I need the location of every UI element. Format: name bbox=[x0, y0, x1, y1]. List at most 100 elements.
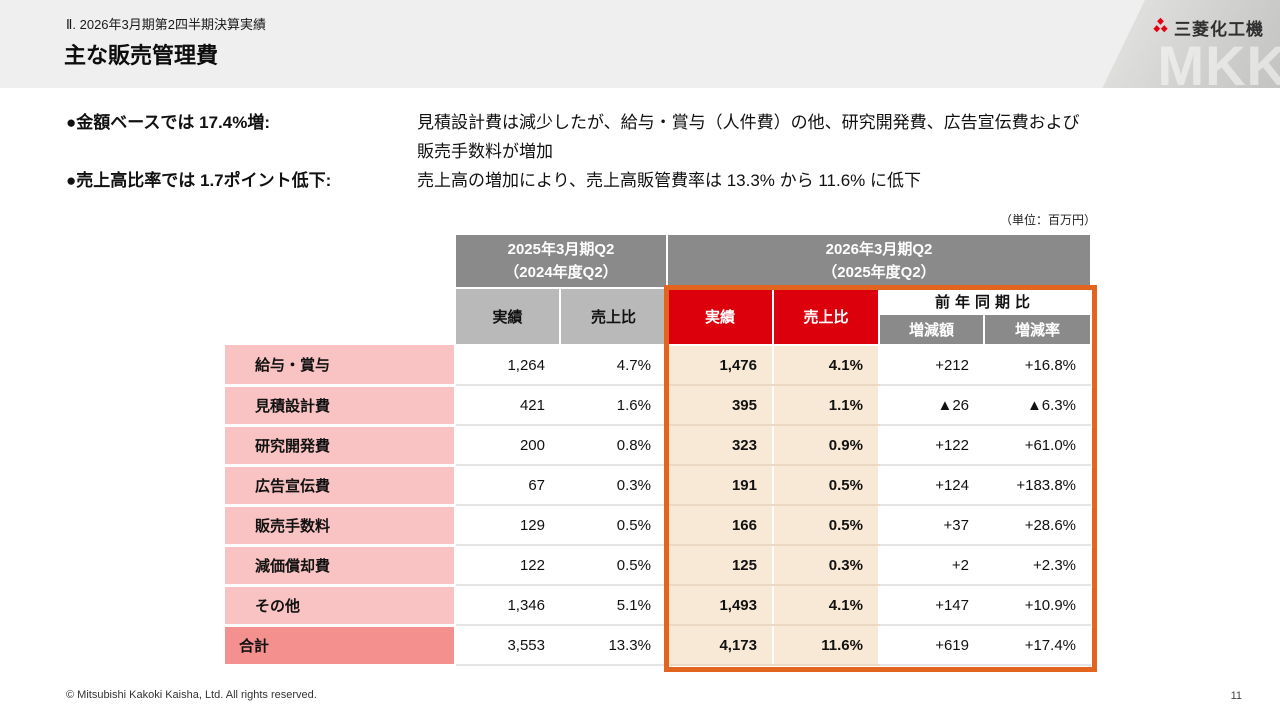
curr-ratio-cell: 0.9% bbox=[772, 425, 880, 466]
company-logo: 三菱化工機 bbox=[1152, 15, 1264, 40]
prev-actual-cell: 67 bbox=[455, 465, 560, 506]
row-label-cell: 広告宣伝費 bbox=[225, 465, 456, 507]
curr-actual-cell: 323 bbox=[666, 425, 774, 466]
prev-actual-cell: 200 bbox=[455, 425, 560, 466]
table-row: 減価償却費 122 0.5% 125 0.3% +2 +2.3% bbox=[225, 545, 1091, 587]
bullet-sales-ratio: ●売上高比率では 1.7ポイント低下: 売上高の増加により、売上高販管費率は 1… bbox=[66, 166, 1221, 195]
yoy-amount-cell: ▲26 bbox=[879, 385, 984, 426]
prev-actual-cell: 3,553 bbox=[455, 625, 560, 666]
row-label-cell: 給与・賞与 bbox=[225, 345, 456, 387]
page-number: 11 bbox=[1230, 690, 1242, 702]
period-header-row: 2025年3月期Q2 （2024年度Q2） 2026年3月期Q2 （2025年度… bbox=[225, 233, 1092, 289]
section-breadcrumb: Ⅱ. 2026年3月期第2四半期決算実績 bbox=[66, 17, 267, 32]
sga-expense-table-wrap: 2025年3月期Q2 （2024年度Q2） 2026年3月期Q2 （2025年度… bbox=[225, 233, 1097, 672]
prev-actual-cell: 1,346 bbox=[455, 585, 560, 626]
row-label-cell: 研究開発費 bbox=[225, 425, 456, 467]
yoy-rate-cell: +28.6% bbox=[984, 505, 1091, 546]
curr-ratio-cell: 1.1% bbox=[772, 385, 880, 426]
unit-note: （単位：百万円） bbox=[999, 213, 1096, 227]
table-row-total: 合計 3,553 13.3% 4,173 11.6% +619 +17.4% bbox=[225, 625, 1091, 667]
table-row: 研究開発費 200 0.8% 323 0.9% +122 +61.0% bbox=[225, 425, 1091, 467]
sga-table-body: 給与・賞与 1,264 4.7% 1,476 4.1% +212 +16.8% 見積設計費 42… bbox=[225, 345, 1091, 667]
page-title: 主な販売管理費 bbox=[64, 43, 219, 68]
corner-cell bbox=[225, 288, 455, 314]
corner-cell bbox=[225, 234, 455, 288]
row-label-cell: 減価償却費 bbox=[225, 545, 456, 587]
row-label-cell: 合計 bbox=[225, 625, 456, 667]
subheader-row: 実績 売上比 実績 売上比 前年同期比 bbox=[225, 287, 1092, 346]
yoy-amount-cell: +212 bbox=[879, 345, 984, 386]
bullet-description: 見積設計費は減少したが、給与・賞与（人件費）の他、研究開発費、広告宣伝費および … bbox=[417, 113, 1080, 161]
curr-period-header: 2026年3月期Q2 （2025年度Q2） bbox=[666, 233, 1092, 289]
yoy-amount-cell: +147 bbox=[879, 585, 984, 626]
table-row: その他 1,346 5.1% 1,493 4.1% +147 +10.9% bbox=[225, 585, 1091, 627]
prev-ratio-cell: 0.5% bbox=[560, 545, 667, 586]
yoy-amount-cell: +37 bbox=[879, 505, 984, 546]
yoy-rate-cell: +10.9% bbox=[984, 585, 1091, 626]
curr-ratio-cell: 4.1% bbox=[772, 585, 880, 626]
top-bar: MKK 三菱化工機 Ⅱ. 2026年3月期第2四半期決算実績 主な販売管理費 bbox=[0, 0, 1280, 94]
curr-actual-cell: 191 bbox=[666, 465, 774, 506]
corner-cell bbox=[225, 314, 455, 345]
curr-ratio-cell: 0.3% bbox=[772, 545, 880, 586]
curr-ratio-cell: 0.5% bbox=[772, 465, 880, 506]
yoy-amount-header: 増減額 bbox=[878, 313, 985, 346]
curr-ratio-cell: 4.1% bbox=[772, 345, 880, 386]
curr-actual-cell: 125 bbox=[666, 545, 774, 586]
prev-ratio-header: 売上比 bbox=[559, 287, 668, 346]
prev-actual-cell: 122 bbox=[455, 545, 560, 586]
prev-actual-cell: 1,264 bbox=[455, 345, 560, 386]
table-row: 見積設計費 421 1.6% 395 1.1% ▲26 ▲6.3% bbox=[225, 385, 1091, 427]
yoy-rate-cell: +183.8% bbox=[984, 465, 1091, 506]
sga-expense-table: 2025年3月期Q2 （2024年度Q2） 2026年3月期Q2 （2025年度… bbox=[225, 233, 1092, 667]
prev-ratio-cell: 4.7% bbox=[560, 345, 667, 386]
prev-ratio-cell: 1.6% bbox=[560, 385, 667, 426]
curr-ratio-cell: 11.6% bbox=[772, 625, 880, 666]
yoy-rate-cell: +16.8% bbox=[984, 345, 1091, 386]
prev-ratio-cell: 5.1% bbox=[560, 585, 667, 626]
yoy-rate-cell: ▲6.3% bbox=[984, 385, 1091, 426]
company-name: 三菱化工機 bbox=[1174, 20, 1264, 39]
curr-actual-cell: 1,493 bbox=[666, 585, 774, 626]
yoy-rate-cell: +17.4% bbox=[984, 625, 1091, 666]
row-label-cell: 見積設計費 bbox=[225, 385, 456, 427]
prev-ratio-cell: 13.3% bbox=[560, 625, 667, 666]
yoy-amount-cell: +619 bbox=[879, 625, 984, 666]
bullet-lead: ●金額ベースでは 17.4%増: bbox=[66, 113, 271, 132]
summary-bullets: ●金額ベースでは 17.4%増: 見積設計費は減少したが、給与・賞与（人件費）の… bbox=[66, 108, 1221, 195]
prev-period-header: 2025年3月期Q2 （2024年度Q2） bbox=[454, 233, 668, 289]
mkk-watermark: MKK bbox=[1157, 34, 1280, 97]
prev-ratio-cell: 0.8% bbox=[560, 425, 667, 466]
bullet-amount-base: ●金額ベースでは 17.4%増: 見積設計費は減少したが、給与・賞与（人件費）の… bbox=[66, 108, 1221, 166]
yoy-amount-cell: +2 bbox=[879, 545, 984, 586]
curr-actual-header: 実績 bbox=[666, 287, 774, 346]
curr-actual-cell: 1,476 bbox=[666, 345, 774, 386]
yoy-rate-cell: +61.0% bbox=[984, 425, 1091, 466]
bullet-description: 売上高の増加により、売上高販管費率は 13.3% から 11.6% に低下 bbox=[417, 171, 922, 190]
prev-actual-header: 実績 bbox=[454, 287, 561, 346]
yoy-amount-cell: +124 bbox=[879, 465, 984, 506]
yoy-rate-cell: +2.3% bbox=[984, 545, 1091, 586]
yoy-amount-cell: +122 bbox=[879, 425, 984, 466]
curr-ratio-cell: 0.5% bbox=[772, 505, 880, 546]
curr-actual-cell: 4,173 bbox=[666, 625, 774, 666]
yoy-rate-header: 増減率 bbox=[983, 313, 1092, 346]
bullet-lead: ●売上高比率では 1.7ポイント低下: bbox=[66, 171, 332, 190]
copyright-notice: © Mitsubishi Kakoki Kaisha, Ltd. All rig… bbox=[66, 689, 317, 701]
prev-actual-cell: 421 bbox=[455, 385, 560, 426]
table-row: 広告宣伝費 67 0.3% 191 0.5% +124 +183.8% bbox=[225, 465, 1091, 507]
prev-ratio-cell: 0.5% bbox=[560, 505, 667, 546]
table-row: 販売手数料 129 0.5% 166 0.5% +37 +28.6% bbox=[225, 505, 1091, 547]
prev-ratio-cell: 0.3% bbox=[560, 465, 667, 506]
mitsubishi-three-diamond-icon bbox=[1152, 17, 1169, 38]
yoy-header: 前年同期比 bbox=[878, 287, 1092, 315]
row-label-cell: 販売手数料 bbox=[225, 505, 456, 547]
yoy-subheader-row: 増減額 増減率 bbox=[225, 313, 1092, 346]
curr-actual-cell: 166 bbox=[666, 505, 774, 546]
curr-actual-cell: 395 bbox=[666, 385, 774, 426]
table-row: 給与・賞与 1,264 4.7% 1,476 4.1% +212 +16.8% bbox=[225, 345, 1091, 387]
prev-actual-cell: 129 bbox=[455, 505, 560, 546]
row-label-cell: その他 bbox=[225, 585, 456, 627]
curr-ratio-header: 売上比 bbox=[772, 287, 880, 346]
